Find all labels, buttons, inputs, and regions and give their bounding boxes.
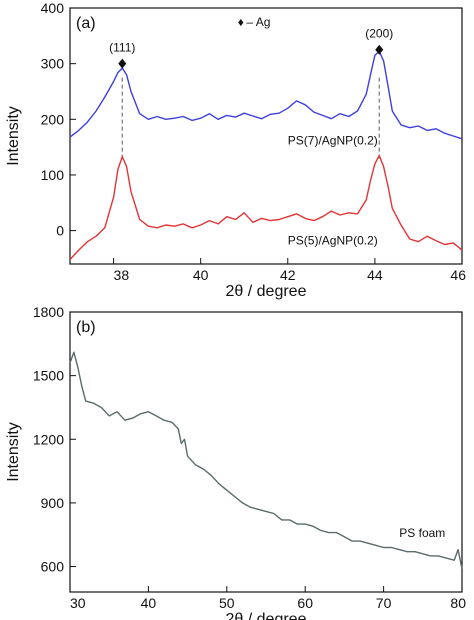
x-tick-label: 38	[114, 267, 130, 283]
peak-label: (111)	[109, 41, 135, 55]
x-tick-label: 40	[141, 595, 157, 611]
panel-a-x-ticks: 38 40 42 44 46	[113, 258, 466, 283]
y-tick-label: 0	[56, 223, 64, 239]
series-label: PS(5)/AgNP(0.2)	[288, 234, 378, 248]
y-tick-label: 200	[41, 111, 65, 127]
panel-b-x-ticks: 30 40 50 60 70 80	[69, 586, 466, 611]
y-tick-label: 100	[41, 167, 65, 183]
peak-diamond-icon	[375, 44, 384, 55]
y-tick-label: 1200	[33, 431, 64, 447]
series-line	[69, 351, 463, 569]
series-label: PS foam	[399, 526, 445, 540]
x-tick-label: 50	[219, 595, 235, 611]
panel-b-series	[69, 351, 463, 569]
x-tick-label: 42	[280, 267, 296, 283]
x-tick-label: 46	[450, 267, 466, 283]
y-tick-label: 600	[41, 559, 65, 575]
peak-diamond-icon	[118, 58, 127, 69]
panel-b-y-ticks: 600 900 1200 1500 1800	[33, 304, 76, 575]
series-line	[69, 50, 463, 140]
y-tick-label: 300	[41, 56, 65, 72]
panel-a-frame	[69, 7, 463, 265]
series-label: PS(7)/AgNP(0.2)	[288, 133, 378, 147]
x-tick-label: 80	[450, 595, 466, 611]
series-line	[69, 154, 463, 260]
y-tick-label: 1500	[33, 368, 64, 384]
panel-b-x-axis-title: 2θ / degree	[226, 611, 307, 620]
panel-a-y-axis-title: Intensity	[5, 106, 22, 166]
panel-a-peak-markers	[121, 77, 380, 162]
panel-b-y-axis-title: Intensity	[5, 422, 22, 482]
x-tick-label: 60	[297, 595, 313, 611]
legend-diamond-icon: ♦	[238, 15, 244, 29]
panel-a-series	[69, 50, 463, 260]
peak-label: (200)	[365, 27, 393, 41]
x-tick-label: 70	[376, 595, 392, 611]
panel-a-annotations: PS(7)/AgNP(0.2) PS(5)/AgNP(0.2) (111) (200)	[109, 27, 393, 248]
panel-b-label: (b)	[76, 319, 96, 336]
x-tick-label: 30	[70, 595, 86, 611]
panel-b-frame	[69, 311, 463, 593]
y-tick-label: 400	[41, 0, 65, 16]
y-tick-label: 1800	[33, 304, 64, 320]
panel-a-legend: ♦ – Ag	[238, 15, 271, 29]
legend-label-ag: – Ag	[246, 15, 270, 29]
panel-a: 0 100 200 300 400 38 40 42 44 46 PS(7)/AgNP(0.2)…	[5, 0, 466, 300]
y-tick-label: 900	[41, 495, 65, 511]
x-tick-label: 40	[193, 267, 209, 283]
panel-a-y-ticks: 0 100 200 300 400	[41, 0, 76, 239]
x-tick-label: 44	[367, 267, 383, 283]
panel-b-annotations: PS foam	[399, 526, 445, 540]
panel-a-label: (a)	[76, 15, 96, 32]
panel-a-x-axis-title: 2θ / degree	[226, 283, 307, 300]
